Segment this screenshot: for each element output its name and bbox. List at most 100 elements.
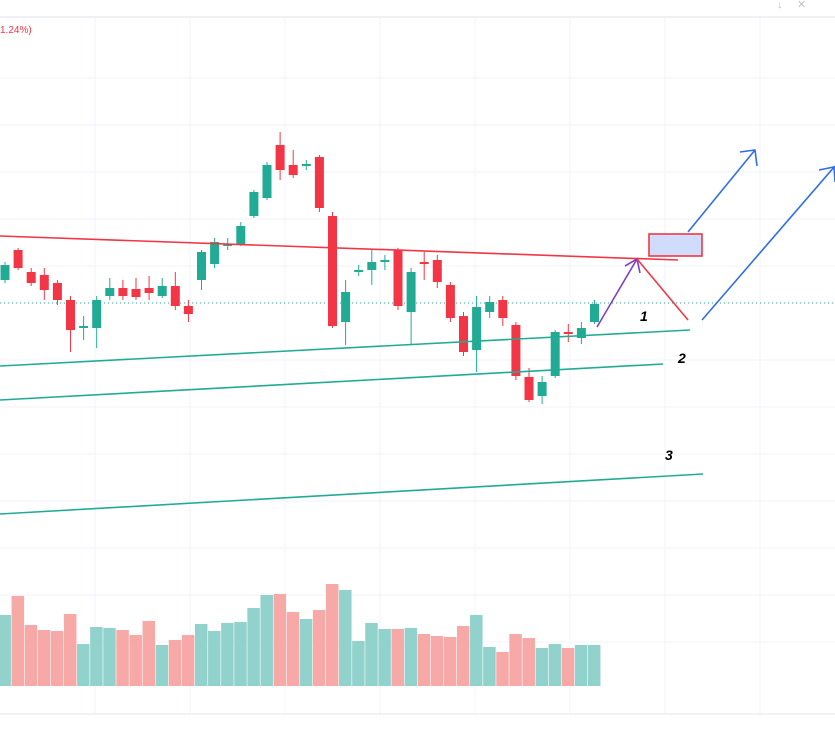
candle-body xyxy=(367,262,377,270)
volume-bar xyxy=(234,622,247,686)
candle-body xyxy=(275,145,285,170)
candle-body xyxy=(432,260,442,282)
path-line xyxy=(636,258,689,321)
icon[interactable]: ✕ xyxy=(797,0,806,11)
volume-bar xyxy=(456,626,470,686)
drawings xyxy=(0,149,835,515)
candle-body xyxy=(66,300,75,330)
candle-body xyxy=(511,325,521,376)
volume-bar xyxy=(208,631,221,686)
volume-bar xyxy=(194,624,208,686)
annotation: 1 xyxy=(640,308,648,324)
candle-body xyxy=(39,275,49,290)
candle-body xyxy=(419,262,429,264)
volume-bar xyxy=(574,645,588,686)
volume-bar xyxy=(181,635,195,686)
volume-bar xyxy=(129,635,142,686)
volume-bar xyxy=(299,619,313,686)
marks xyxy=(0,132,601,686)
candle-body xyxy=(105,288,115,296)
volume-bar xyxy=(247,608,260,686)
volume-bar xyxy=(0,615,11,686)
candle-body xyxy=(183,306,193,314)
arrow xyxy=(701,165,835,321)
volume-bar xyxy=(430,636,444,686)
volume-bar xyxy=(37,630,51,686)
volume-bar xyxy=(483,647,496,686)
candle-body xyxy=(197,252,206,280)
change-text: 1.24%) xyxy=(0,25,32,36)
candle-body xyxy=(472,307,482,350)
volume-bar xyxy=(352,641,365,686)
volume-bar xyxy=(90,627,103,686)
candle-body xyxy=(341,292,351,322)
candle-body xyxy=(79,326,89,328)
volume-bar xyxy=(155,645,169,686)
volume-bar xyxy=(548,644,562,686)
volume-bar xyxy=(50,631,64,686)
support-line xyxy=(0,329,691,367)
volume-bar xyxy=(404,628,418,686)
candle-body xyxy=(13,250,23,268)
volume-bar xyxy=(391,629,404,686)
volume-bar xyxy=(535,648,549,686)
volume-bar xyxy=(77,644,90,686)
candle-body xyxy=(445,285,455,318)
candle-body xyxy=(157,286,167,296)
candle-body xyxy=(144,288,154,293)
candle-body xyxy=(459,316,468,352)
candle-body xyxy=(301,164,311,166)
support-line xyxy=(0,473,704,515)
candle-body xyxy=(249,192,259,216)
candle-body xyxy=(288,165,298,175)
volume-bar xyxy=(496,652,509,686)
candle-body xyxy=(380,260,390,262)
candle-body xyxy=(236,226,246,244)
volume-bar xyxy=(561,648,575,686)
candle-body xyxy=(314,157,324,208)
volume-bar xyxy=(116,630,129,686)
candle-body xyxy=(26,272,36,283)
arrow xyxy=(596,258,638,328)
volume-bar xyxy=(509,634,522,686)
candle-body xyxy=(563,332,573,334)
candle-body xyxy=(590,304,599,322)
volume-bar xyxy=(339,590,352,686)
candle-body xyxy=(328,216,337,326)
volume-bar xyxy=(286,612,300,686)
candle-body xyxy=(118,288,128,296)
candle-body xyxy=(393,250,403,306)
candle-body xyxy=(576,328,586,338)
candle-body xyxy=(262,165,272,198)
volume-bar xyxy=(168,640,182,686)
candle-body xyxy=(354,270,364,272)
candle-body xyxy=(0,265,10,280)
volume-bar xyxy=(273,594,287,686)
support-line xyxy=(0,363,664,401)
volume-bar xyxy=(142,621,156,686)
candle-body xyxy=(170,286,180,306)
grid xyxy=(0,17,835,714)
icon[interactable]: ↓ xyxy=(777,0,783,11)
candle-body xyxy=(210,242,220,264)
candle-body xyxy=(550,332,560,376)
volume-bar xyxy=(365,623,378,686)
volume-bar xyxy=(103,628,116,686)
candle-body xyxy=(131,289,141,297)
volume-bar xyxy=(587,645,601,686)
volume-bar xyxy=(24,625,38,686)
volume-bar xyxy=(221,623,234,686)
volume-bar xyxy=(260,595,273,686)
volume-bar xyxy=(470,615,483,686)
target-box xyxy=(648,233,703,257)
candle-body xyxy=(485,302,495,312)
candle-body xyxy=(524,377,534,400)
volume-bar xyxy=(417,634,431,686)
candle-body xyxy=(223,244,233,246)
volume-bar xyxy=(312,610,326,686)
volume-bar xyxy=(11,596,25,686)
volume-bar xyxy=(443,637,457,686)
arrow xyxy=(687,149,756,233)
candle-body xyxy=(406,272,416,312)
